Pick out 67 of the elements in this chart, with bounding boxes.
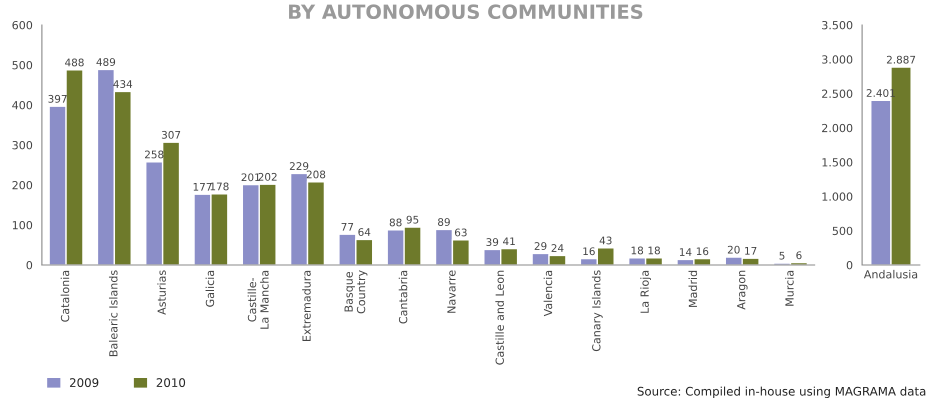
- y-tick-label: 600: [12, 20, 32, 30]
- data-label: 43: [600, 236, 612, 244]
- data-label: 258: [145, 150, 164, 158]
- x-tick-label: Balearic Islands: [108, 270, 118, 356]
- data-label: 208: [306, 170, 326, 178]
- y-tick-label: 3.500: [822, 20, 852, 30]
- data-label: 307: [162, 130, 180, 139]
- x-tick-label: Murcia: [785, 270, 794, 306]
- data-label: 63: [454, 228, 467, 236]
- data-label: 39: [486, 238, 498, 246]
- y-tick-label: 0: [26, 260, 32, 270]
- data-label: 88: [390, 218, 402, 226]
- data-label: 64: [358, 228, 370, 236]
- data-label: 2.887: [886, 56, 916, 64]
- data-label: 16: [583, 247, 595, 256]
- data-label: 18: [632, 246, 644, 254]
- data-label: 202: [258, 172, 277, 181]
- data-label: 488: [65, 58, 84, 66]
- x-tick-label: Castille- La Mancha: [248, 270, 269, 329]
- x-tick-label: Madrid: [688, 270, 698, 307]
- x-tick-label: Galicia: [206, 270, 214, 307]
- x-tick-label: Aragon: [737, 270, 748, 310]
- data-label: 18: [648, 246, 660, 254]
- data-label: 5: [780, 252, 784, 260]
- y-tick-label: 500: [12, 60, 32, 70]
- source-note: Source: Compiled in-house using MAGRAMA data: [638, 386, 926, 398]
- x-tick-label: Valencia: [544, 270, 552, 316]
- data-label: 77: [342, 223, 354, 231]
- legend-label: 2009: [70, 378, 98, 388]
- x-tick-label: Navarre: [447, 270, 456, 313]
- y-tick-label: 3.000: [822, 55, 852, 64]
- data-label: 229: [290, 162, 308, 170]
- x-tick-label: Castille and Leon: [495, 270, 504, 365]
- x-tick-label: Basque Country: [344, 270, 368, 314]
- data-label: 41: [503, 237, 515, 246]
- x-tick-label: Asturias: [157, 270, 166, 315]
- data-label: 201: [242, 173, 260, 182]
- x-tick-label: Cantabria: [398, 270, 408, 324]
- y-tick-label: 300: [12, 140, 32, 150]
- y-tick-label: 0: [846, 260, 852, 270]
- data-label: 14: [680, 248, 692, 256]
- data-label: 16: [696, 247, 708, 256]
- y-tick-label: 400: [12, 100, 32, 110]
- x-tick-label: Canary Islands: [592, 270, 603, 352]
- data-label: 20: [728, 246, 740, 254]
- y-tick-label: 1.000: [822, 192, 852, 201]
- data-label: 24: [552, 244, 564, 252]
- data-label: 489: [96, 58, 116, 66]
- x-tick-label: La Rioja: [640, 270, 651, 313]
- data-label: 29: [534, 242, 546, 250]
- x-tick-label: Catalonia: [60, 270, 70, 322]
- data-label: 177: [194, 183, 212, 191]
- y-tick-label: 2.000: [822, 124, 852, 132]
- data-label: 6: [796, 251, 802, 260]
- y-tick-label: 200: [12, 180, 32, 190]
- data-label: 89: [438, 218, 450, 226]
- chart-title: BY AUTONOMOUS COMMUNITIES: [289, 4, 642, 20]
- y-tick-label: 100: [12, 220, 32, 230]
- y-tick-label: 2.500: [822, 90, 852, 98]
- legend-label: 2010: [156, 378, 186, 388]
- data-label: 178: [210, 182, 229, 190]
- x-tick-label: Andalusia: [864, 270, 918, 278]
- data-label: 17: [745, 247, 756, 255]
- data-label: 95: [406, 216, 418, 224]
- y-tick-label: 1.500: [822, 158, 852, 167]
- x-tick-label: Extremadura: [302, 270, 311, 341]
- y-tick-label: 500: [832, 226, 852, 236]
